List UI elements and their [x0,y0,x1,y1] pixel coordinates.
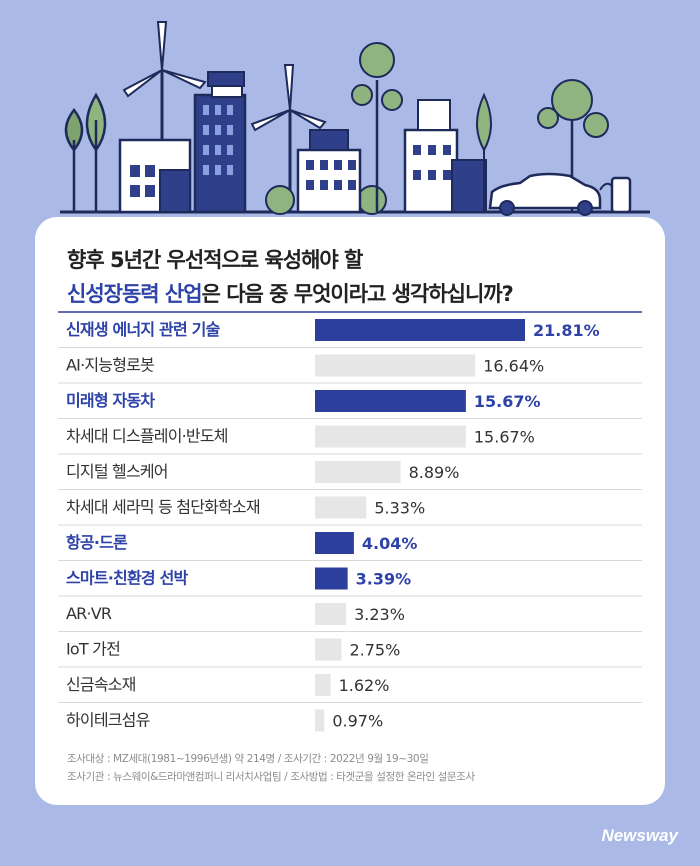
bar [315,354,476,377]
bar [315,709,325,732]
value-label: 15.67% [474,428,535,447]
title-line-2: 신성장동력 산업은 다음 중 무엇이라고 생각하십니까? [67,277,514,311]
bar [315,674,331,696]
bar [315,425,466,448]
bar [315,461,401,483]
bar [315,567,348,590]
survey-card: 향후 5년간 우선적으로 육성해야 할 신성장동력 산업은 다음 중 무엇이라고… [35,217,665,805]
value-label: 2.75% [349,641,400,660]
category-label: 스마트·친환경 선박 [66,569,188,588]
survey-question-title: 향후 5년간 우선적으로 육성해야 할 신성장동력 산업은 다음 중 무엇이라고… [67,243,514,311]
bar [315,496,367,519]
value-label: 5.33% [374,499,425,518]
title-rest: 은 다음 중 무엇이라고 생각하십니까? [201,282,514,306]
category-label: AR·VR [66,604,112,623]
category-label: 하이테크섬유 [66,711,150,730]
bar-chart: 신재생 에너지 관련 기술 21.81% AI·지능형로봇 16.64% 미래형 자동차… [58,311,642,732]
category-label: 미래형 자동차 [66,391,155,410]
cityscape-illustration [60,21,650,216]
bar [315,603,347,625]
value-label: 21.81% [533,321,600,340]
value-label: 8.89% [409,463,460,482]
category-label: 신재생 에너지 관련 기술 [66,320,221,339]
footnote-line-2: 조사기관 : 뉴스웨이&드라마앤컴퍼니 리서치사업팀 / 조사방법 : 타겟군을… [67,771,475,783]
bar [315,532,354,554]
value-label: 15.67% [474,392,541,411]
bar [315,390,466,412]
category-label: 항공·드론 [66,533,128,552]
category-label: 차세대 디스플레이·반도체 [66,427,228,446]
footnote-line-1: 조사대상 : MZ세대(1981~1996년생) 약 214명 / 조사기간 :… [67,753,429,765]
title-accent: 신성장동력 산업 [67,282,203,306]
value-label: 1.62% [339,676,390,695]
category-label: 차세대 세라믹 등 첨단화학소재 [66,498,260,517]
category-label: 신금속소재 [66,675,136,694]
category-label: 디지털 헬스케어 [66,462,168,481]
category-label: AI·지능형로봇 [66,356,154,375]
value-label: 4.04% [362,534,418,553]
category-label: IoT 가전 [66,640,120,659]
bar [315,638,342,661]
title-line-1: 향후 5년간 우선적으로 육성해야 할 [67,248,363,272]
value-label: 16.64% [483,357,544,376]
newsway-logo: Newsway [601,826,678,845]
value-label: 0.97% [332,712,383,731]
survey-footnote: 조사대상 : MZ세대(1981~1996년생) 약 214명 / 조사기간 :… [67,750,475,786]
value-label: 3.39% [356,570,412,589]
value-label: 3.23% [354,605,405,624]
bar [315,319,525,341]
